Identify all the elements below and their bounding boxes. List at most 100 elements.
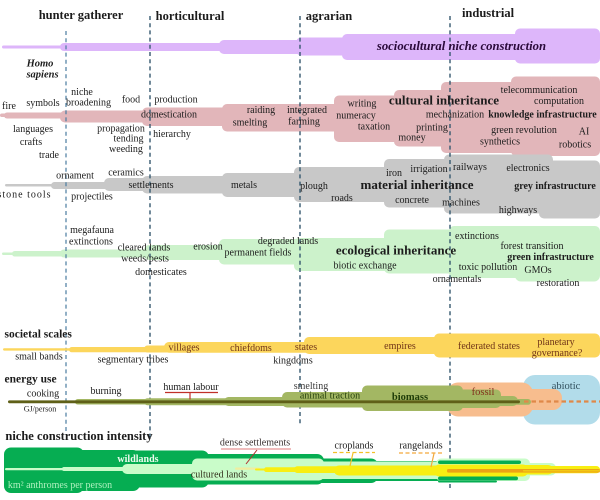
svg-text:hunter gatherer: hunter gatherer xyxy=(39,8,124,22)
svg-text:projectiles: projectiles xyxy=(71,192,113,203)
svg-text:burning: burning xyxy=(90,386,121,397)
svg-text:propagation: propagation xyxy=(97,124,145,135)
svg-text:empires: empires xyxy=(384,341,416,352)
svg-text:governance?: governance? xyxy=(532,348,583,359)
svg-text:taxation: taxation xyxy=(358,122,390,133)
svg-text:green revolution: green revolution xyxy=(491,125,557,136)
svg-text:irrigation: irrigation xyxy=(410,164,447,175)
svg-text:symbols: symbols xyxy=(26,98,59,109)
svg-text:tending: tending xyxy=(114,134,144,145)
svg-text:agrarian: agrarian xyxy=(306,9,353,23)
svg-text:ornament: ornament xyxy=(56,171,94,182)
svg-text:writing: writing xyxy=(348,99,377,110)
svg-text:raiding: raiding xyxy=(247,105,275,116)
svg-text:cleared lands: cleared lands xyxy=(118,243,171,254)
svg-text:settlements: settlements xyxy=(129,180,174,191)
svg-text:electronics: electronics xyxy=(506,163,549,174)
svg-text:fire: fire xyxy=(2,101,16,112)
svg-text:fossil: fossil xyxy=(472,387,495,398)
svg-text:energy use: energy use xyxy=(5,374,57,386)
svg-text:biomass: biomass xyxy=(392,392,428,403)
svg-text:cultural inheritance: cultural inheritance xyxy=(389,93,499,108)
svg-text:stone tools: stone tools xyxy=(0,190,52,201)
svg-text:computation: computation xyxy=(534,96,584,107)
svg-text:croplands: croplands xyxy=(335,441,374,452)
svg-text:highways: highways xyxy=(499,205,537,216)
svg-text:human labour: human labour xyxy=(163,382,219,393)
svg-text:ecological inheritance: ecological inheritance xyxy=(336,243,456,258)
svg-text:horticultural: horticultural xyxy=(156,9,225,23)
svg-text:small bands: small bands xyxy=(15,352,63,363)
svg-text:rangelands: rangelands xyxy=(399,441,442,452)
svg-text:languages: languages xyxy=(13,124,53,135)
svg-text:villages: villages xyxy=(168,343,199,354)
svg-text:railways: railways xyxy=(453,162,487,173)
svg-text:roads: roads xyxy=(331,193,353,204)
svg-text:animal traction: animal traction xyxy=(300,391,360,402)
svg-text:food: food xyxy=(122,95,140,106)
svg-text:broadening: broadening xyxy=(66,98,111,109)
svg-text:cultured lands: cultured lands xyxy=(191,470,247,481)
svg-text:smelting: smelting xyxy=(294,381,328,392)
svg-text:degraded lands: degraded lands xyxy=(258,236,318,247)
svg-text:megafauna: megafauna xyxy=(70,225,114,236)
svg-text:weeds/pests: weeds/pests xyxy=(121,254,169,265)
svg-text:wildlands: wildlands xyxy=(117,454,158,465)
svg-text:production: production xyxy=(154,95,197,106)
svg-text:dense settlements: dense settlements xyxy=(220,438,290,449)
svg-text:ornamentals: ornamentals xyxy=(433,274,482,285)
svg-text:niche construction intensity: niche construction intensity xyxy=(5,429,153,443)
svg-text:smelting: smelting xyxy=(233,118,267,129)
svg-text:concrete: concrete xyxy=(395,195,429,206)
svg-text:erosion: erosion xyxy=(193,242,222,253)
svg-text:AI: AI xyxy=(579,127,590,138)
svg-text:ceramics: ceramics xyxy=(108,168,144,179)
svg-text:knowledge infrastructure: knowledge infrastructure xyxy=(488,110,597,121)
svg-text:synthetics: synthetics xyxy=(480,137,520,148)
svg-text:grey infrastructure: grey infrastructure xyxy=(514,181,596,192)
svg-text:money: money xyxy=(398,133,425,144)
svg-text:sapiens: sapiens xyxy=(25,70,58,81)
svg-text:domestication: domestication xyxy=(141,110,197,121)
svg-text:chiefdoms: chiefdoms xyxy=(230,343,272,354)
svg-text:telecommunication: telecommunication xyxy=(501,85,578,96)
svg-text:GMOs: GMOs xyxy=(524,265,551,276)
svg-text:green infrastructure: green infrastructure xyxy=(507,252,594,263)
svg-text:machines: machines xyxy=(442,198,480,209)
svg-text:toxic pollution: toxic pollution xyxy=(459,262,518,273)
svg-text:crafts: crafts xyxy=(20,137,42,148)
svg-text:farming: farming xyxy=(288,117,320,128)
svg-text:mechanization: mechanization xyxy=(426,110,484,121)
svg-text:material inheritance: material inheritance xyxy=(361,177,474,192)
svg-text:hierarchy: hierarchy xyxy=(153,129,191,140)
svg-text:restoration: restoration xyxy=(537,278,580,289)
svg-text:federated states: federated states xyxy=(458,341,520,352)
svg-text:domesticates: domesticates xyxy=(135,267,187,278)
svg-text:biotic exchange: biotic exchange xyxy=(333,261,397,272)
svg-text:integrated: integrated xyxy=(287,105,327,116)
svg-text:iron: iron xyxy=(386,168,402,179)
svg-text:niche: niche xyxy=(71,87,93,98)
svg-text:weeding: weeding xyxy=(109,144,143,155)
svg-text:Homo: Homo xyxy=(26,59,54,70)
svg-text:extinctions: extinctions xyxy=(455,231,499,242)
svg-text:states: states xyxy=(295,342,317,353)
svg-text:cooking: cooking xyxy=(27,389,59,400)
svg-text:extinctions: extinctions xyxy=(69,237,113,248)
svg-text:robotics: robotics xyxy=(559,140,591,151)
svg-text:societal scales: societal scales xyxy=(5,329,73,341)
svg-text:GJ/person: GJ/person xyxy=(24,405,56,414)
svg-text:plough: plough xyxy=(300,181,328,192)
svg-text:permanent fields: permanent fields xyxy=(225,248,292,259)
svg-text:sociocultural niche constructi: sociocultural niche construction xyxy=(376,39,546,53)
svg-text:abiotic: abiotic xyxy=(552,381,581,392)
svg-text:printing: printing xyxy=(416,123,448,134)
svg-text:planetary: planetary xyxy=(537,337,574,348)
svg-text:metals: metals xyxy=(231,180,257,191)
svg-text:numeracy: numeracy xyxy=(336,111,375,122)
svg-text:kingdoms: kingdoms xyxy=(273,356,313,367)
svg-text:forest transition: forest transition xyxy=(500,241,563,252)
svg-text:km² anthromes per person: km² anthromes per person xyxy=(8,480,112,491)
svg-text:industrial: industrial xyxy=(462,6,515,20)
svg-text:segmentary tribes: segmentary tribes xyxy=(98,355,169,366)
